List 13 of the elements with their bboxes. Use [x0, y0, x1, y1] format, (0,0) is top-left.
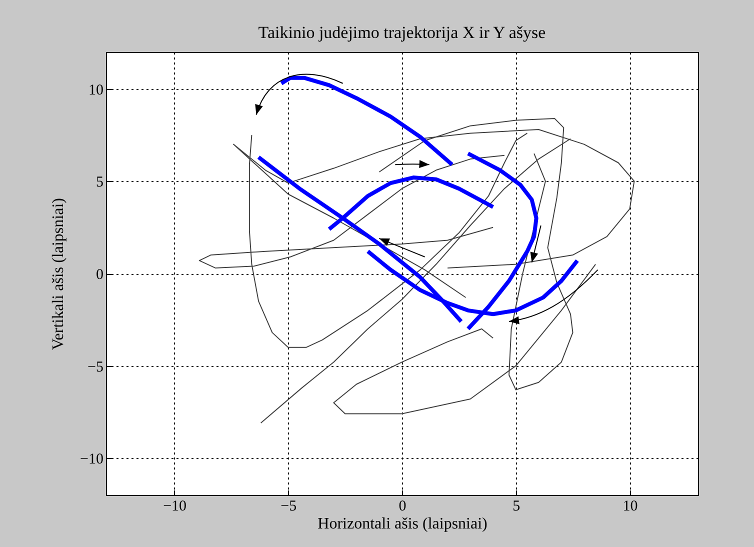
x-tick-label: −10 — [163, 498, 187, 514]
x-tick-label: 10 — [622, 498, 638, 514]
x-axis-title: Horizontali ašis (laipsniai) — [318, 516, 488, 532]
y-axis-title: Vertikali ašis (laipsniai) — [50, 198, 68, 350]
x-tick-label: 0 — [398, 498, 406, 514]
x-tick-label: −5 — [280, 498, 297, 514]
y-tick-label: 10 — [88, 82, 104, 98]
y-tick-label: 5 — [96, 174, 104, 191]
chart-title: Taikinio judėjimo trajektorija X ir Y ašyse — [258, 23, 546, 42]
x-tick-label: 5 — [512, 498, 520, 514]
y-tick-label: 0 — [96, 267, 104, 283]
y-tick-label: −10 — [80, 452, 104, 468]
y-tick-label: −5 — [88, 359, 104, 376]
